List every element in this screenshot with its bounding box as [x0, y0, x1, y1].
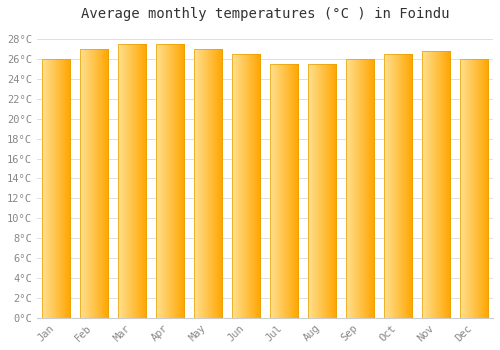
Bar — [118, 44, 146, 318]
Title: Average monthly temperatures (°C ) in Foindu: Average monthly temperatures (°C ) in Fo… — [80, 7, 449, 21]
Bar — [194, 49, 222, 318]
Bar — [308, 64, 336, 318]
Bar — [422, 51, 450, 318]
Bar — [460, 59, 488, 318]
Bar — [384, 54, 412, 318]
Bar — [80, 49, 108, 318]
Bar — [346, 59, 374, 318]
Bar — [156, 44, 184, 318]
Bar — [42, 59, 70, 318]
Bar — [270, 64, 298, 318]
Bar — [232, 54, 260, 318]
